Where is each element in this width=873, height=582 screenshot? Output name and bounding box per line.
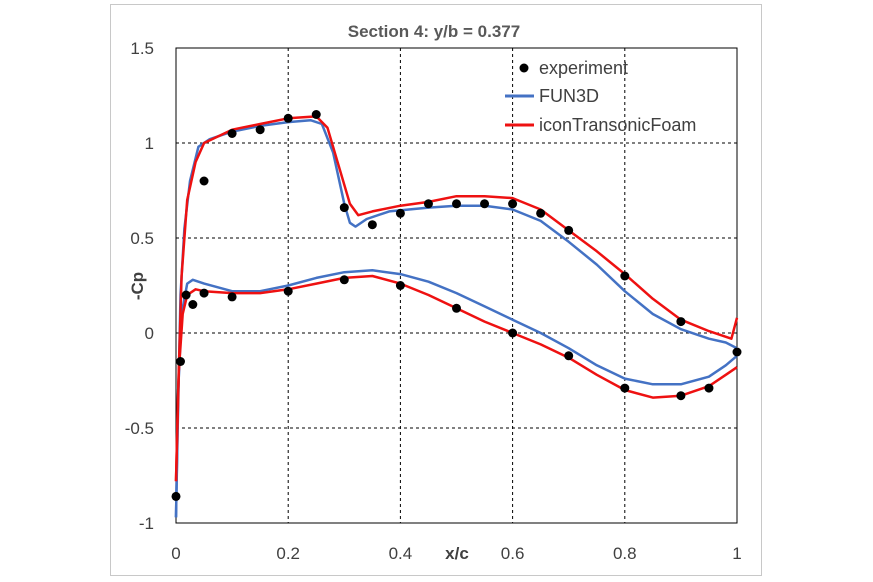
data-point-experiment xyxy=(367,220,377,230)
x-tick-label: 1 xyxy=(732,544,741,563)
legend-label-experiment: experiment xyxy=(539,58,628,78)
data-point-experiment xyxy=(199,176,209,186)
x-tick-label: 0.4 xyxy=(389,544,413,563)
data-point-experiment xyxy=(227,292,237,302)
x-tick-labels: 0 0.2 0.4 0.6 0.8 1 xyxy=(171,544,741,563)
x-tick-label: 0.8 xyxy=(613,544,637,563)
data-point-experiment xyxy=(676,391,686,401)
data-point-experiment xyxy=(508,199,518,209)
data-point-experiment xyxy=(732,347,742,357)
x-axis-label: x/c xyxy=(445,544,469,563)
data-point-experiment xyxy=(283,286,293,296)
data-point-experiment xyxy=(283,113,293,123)
y-tick-label: -0.5 xyxy=(125,419,154,438)
data-point-experiment xyxy=(564,351,574,361)
data-point-experiment xyxy=(676,317,686,327)
series-line-fun3d-lower xyxy=(174,269,738,518)
series-line-fun3d-upper xyxy=(174,118,738,518)
data-point-experiment xyxy=(536,208,546,218)
data-point-experiment xyxy=(704,383,714,393)
x-tick-label: 0.6 xyxy=(501,544,525,563)
data-point-experiment xyxy=(452,303,461,313)
data-point-experiment xyxy=(339,203,349,213)
x-tick-label: 0 xyxy=(171,544,180,563)
y-tick-label: -1 xyxy=(139,514,154,533)
chart-frame xyxy=(110,4,762,576)
data-point-experiment xyxy=(564,225,574,235)
y-tick-label: 1 xyxy=(145,134,154,153)
y-tick-labels: -1 -0.5 0 0.5 1 1.5 xyxy=(125,39,154,533)
legend: experiment FUN3D iconTransonicFoam xyxy=(505,58,696,135)
legend-marker-experiment xyxy=(519,63,529,73)
data-point-experiment xyxy=(339,275,349,285)
data-point-experiment xyxy=(480,199,490,209)
legend-label-icontransonicfoam: iconTransonicFoam xyxy=(539,115,696,135)
data-point-experiment xyxy=(171,491,181,501)
y-tick-label: 0 xyxy=(145,324,154,343)
data-point-experiment xyxy=(255,125,265,135)
chart-title: Section 4: y/b = 0.377 xyxy=(348,22,520,41)
data-point-experiment xyxy=(188,300,198,309)
data-point-experiment xyxy=(620,383,630,393)
data-point-experiment xyxy=(395,208,405,218)
data-point-experiment xyxy=(181,290,191,300)
data-point-experiment xyxy=(227,129,237,138)
y-axis-label: -Cp xyxy=(128,272,147,300)
grid xyxy=(176,48,737,523)
data-point-experiment xyxy=(311,110,321,119)
series-line-icontransonicfoam-upper xyxy=(174,115,739,482)
data-point-experiment xyxy=(175,357,185,366)
series-line-icontransonicfoam-lower xyxy=(174,274,738,482)
y-tick-label: 0.5 xyxy=(130,229,154,248)
data-point-experiment xyxy=(423,199,433,209)
data-point-experiment xyxy=(395,281,405,290)
data-point-experiment xyxy=(199,288,209,298)
plot-area-border xyxy=(175,47,738,524)
data-point-experiment xyxy=(620,271,630,281)
y-tick-label: 1.5 xyxy=(130,39,154,58)
legend-label-fun3d: FUN3D xyxy=(539,86,599,106)
x-tick-label: 0.2 xyxy=(276,544,300,563)
series-group xyxy=(171,110,742,518)
data-point-experiment xyxy=(452,199,461,209)
data-point-experiment xyxy=(508,328,518,338)
